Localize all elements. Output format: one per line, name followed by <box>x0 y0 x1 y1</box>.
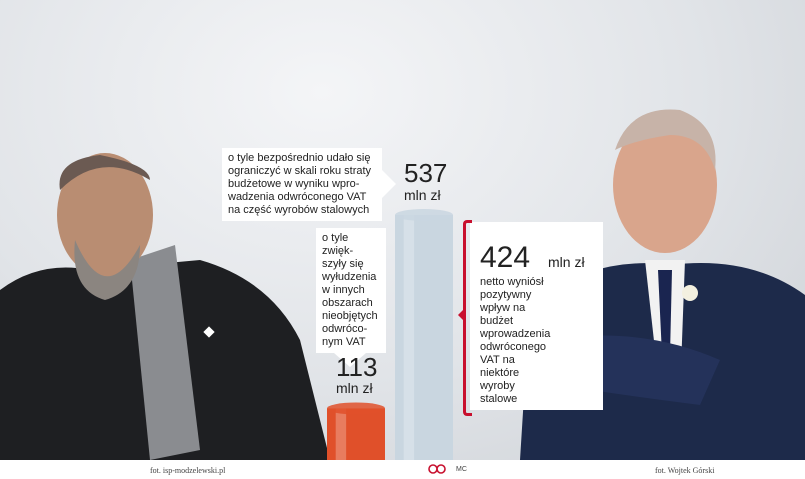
callout-top-line: wadzenia odwróconego VAT <box>228 191 367 203</box>
author-initials: MC <box>456 466 467 473</box>
value-537-unit: mln zł <box>404 187 441 203</box>
callout-mid-line: w innych <box>322 284 365 296</box>
panel-line: pozytywny <box>480 289 532 301</box>
net-effect-description: netto wyniósł pozytywny wpływ na budżet … <box>480 276 560 406</box>
callout-top-line: na część wyrobów stalowych <box>228 204 370 216</box>
panel-line: wpływ na budżet <box>480 302 526 327</box>
panel-line: netto wyniósł <box>480 276 544 288</box>
callout-mid-line: odwróco- <box>322 323 368 335</box>
panel-line: odwróconego <box>480 341 547 353</box>
credit-left: fot. isp-modzelewski.pl <box>150 466 226 475</box>
callout-top-line: budżetowe w wyniku wpro- <box>228 178 360 190</box>
net-effect-bracket <box>458 220 472 416</box>
bar-chart <box>327 209 453 460</box>
callout-mid-line: szyły się <box>322 258 364 270</box>
bar-113 <box>327 402 385 460</box>
net-effect-panel <box>470 222 603 410</box>
callout-top-line: o tyle bezpośrednio udało się <box>228 152 371 164</box>
callout-mid-line: obszarach <box>322 297 373 309</box>
panel-line: stalowe <box>480 393 518 405</box>
value-113-number: 113 <box>336 352 378 382</box>
panel-line: niektóre <box>480 367 520 379</box>
callout-113-description: o tyle zwięk- szyły się wyłudzenia w inn… <box>316 228 386 367</box>
value-424-number: 424 <box>480 241 531 274</box>
infographic-stage: o tyle bezpośrednio udało się ograniczyć… <box>0 0 805 460</box>
value-424-unit: mln zł <box>548 254 585 270</box>
callout-mid-line: nieobjętych <box>322 310 378 322</box>
bar-537 <box>395 209 453 460</box>
panel-line: wyroby <box>480 380 515 392</box>
callout-mid-line: o tyle zwięk- <box>322 232 354 257</box>
value-113-unit: mln zł <box>336 380 373 396</box>
value-537-number: 537 <box>404 158 448 188</box>
right-person-photo <box>520 109 805 460</box>
credit-right: fot. Wojtek Górski <box>655 466 715 475</box>
left-person-photo <box>0 153 330 460</box>
photo-credits-footer: fot. isp-modzelewski.pl MC fot. Wojtek G… <box>0 460 805 479</box>
callout-mid-line: wyłudzenia <box>322 271 377 283</box>
panel-line: VAT na <box>480 354 515 366</box>
callout-537-description: o tyle bezpośrednio udało się ograniczyć… <box>222 148 396 221</box>
callout-mid-line: nym VAT <box>322 336 366 348</box>
callout-top-line: ograniczyć w skali roku straty <box>228 165 372 177</box>
panel-line: wprowadzenia <box>480 328 551 340</box>
publisher-logo-icon <box>428 464 446 474</box>
